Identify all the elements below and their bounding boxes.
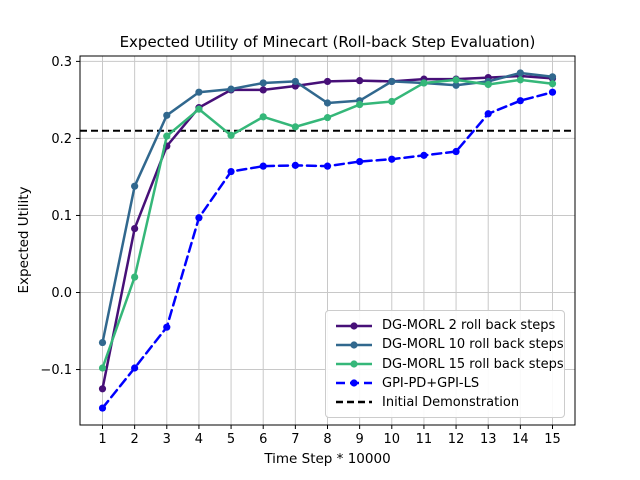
data-point-marker	[356, 157, 364, 166]
data-point-marker	[356, 77, 364, 85]
data-point-marker	[323, 77, 332, 86]
legend-swatch	[336, 401, 372, 404]
data-point-marker	[420, 151, 428, 159]
y-tick-label: 0.3	[51, 55, 72, 70]
data-point-marker	[516, 76, 524, 84]
y-axis-label: Expected Utility	[16, 186, 32, 294]
data-point-marker	[516, 69, 524, 77]
data-point-marker	[356, 100, 364, 109]
legend-item: Initial Demonstration	[334, 393, 556, 412]
data-point-marker	[163, 323, 171, 331]
y-tick-label: 0.0	[51, 286, 72, 301]
legend-item: DG-MORL 10 roll back steps	[334, 335, 564, 354]
x-tick-label: 7	[291, 432, 299, 447]
chart-title: Expected Utility of Minecart (Roll-back …	[119, 33, 536, 51]
legend-item: GPI-PD+GPI-LS	[334, 374, 556, 393]
x-tick-label: 12	[448, 432, 465, 447]
x-tick-label: 9	[356, 432, 364, 447]
data-point-marker	[163, 132, 171, 140]
data-point-marker	[227, 167, 235, 176]
data-point-marker	[323, 99, 332, 107]
x-tick-label: 1	[98, 432, 106, 447]
data-point-marker	[98, 338, 107, 347]
data-point-marker	[259, 86, 267, 94]
data-point-marker	[388, 97, 396, 106]
data-point-marker	[131, 364, 139, 372]
legend-item: DG-MORL 2 roll back steps	[334, 316, 556, 335]
data-point-marker	[548, 73, 557, 81]
data-point-marker	[131, 182, 139, 190]
legend-swatch	[336, 341, 372, 349]
y-tick-label: 0.2	[51, 132, 72, 147]
y-tick-label: 0.1	[51, 209, 72, 224]
x-tick-label: 6	[259, 432, 267, 447]
data-point-marker	[484, 110, 492, 118]
data-point-marker	[484, 80, 492, 89]
data-point-marker	[452, 76, 460, 84]
data-point-marker	[163, 111, 171, 119]
data-point-marker	[259, 162, 267, 170]
data-point-marker	[227, 131, 235, 139]
data-point-marker	[388, 77, 396, 86]
data-point-marker	[259, 113, 267, 121]
data-point-marker	[98, 385, 107, 393]
x-tick-label: 4	[195, 432, 203, 447]
data-point-marker	[291, 123, 299, 131]
legend-swatch	[336, 379, 372, 387]
data-point-marker	[452, 81, 460, 89]
x-tick-label: 5	[227, 432, 235, 447]
legend-swatch	[336, 360, 372, 368]
data-point-marker	[452, 147, 460, 156]
legend-label: Initial Demonstration	[382, 394, 520, 410]
data-point-marker	[291, 161, 299, 169]
data-point-marker	[323, 114, 332, 122]
legend-label: DG-MORL 10 roll back steps	[382, 337, 564, 353]
data-point-marker	[195, 88, 203, 96]
data-point-marker	[195, 105, 203, 113]
legend: DG-MORL 2 roll back steps DG-MORL 10 roll…	[325, 310, 565, 418]
data-point-marker	[98, 404, 107, 412]
data-point-marker	[227, 85, 235, 93]
data-point-marker	[388, 155, 396, 163]
data-point-marker	[98, 364, 107, 372]
x-axis-label: Time Step * 10000	[264, 451, 391, 467]
x-tick-label: 14	[512, 432, 529, 447]
x-tick-label: 10	[384, 432, 401, 447]
legend-swatch	[336, 321, 372, 330]
data-point-marker	[131, 224, 139, 233]
y-tick-label: −0.1	[40, 363, 72, 378]
x-tick-label: 2	[131, 432, 139, 447]
legend-item: DG-MORL 15 roll back steps	[334, 354, 564, 373]
data-point-marker	[195, 214, 203, 222]
data-point-marker	[516, 97, 524, 105]
data-point-marker	[291, 77, 299, 86]
data-point-marker	[548, 80, 557, 88]
data-point-marker	[131, 273, 139, 281]
data-point-marker	[259, 79, 267, 87]
data-point-marker	[548, 88, 557, 96]
legend-label: GPI-PD+GPI-LS	[382, 375, 480, 391]
x-tick-label: 13	[480, 432, 497, 447]
x-tick-label: 8	[323, 432, 331, 447]
x-tick-label: 3	[163, 432, 171, 447]
x-tick-label: 15	[544, 432, 561, 447]
data-point-marker	[420, 79, 428, 87]
legend-label: DG-MORL 15 roll back steps	[382, 356, 564, 372]
x-tick-label: 11	[416, 432, 433, 447]
data-point-marker	[323, 162, 332, 170]
legend-label: DG-MORL 2 roll back steps	[382, 318, 556, 334]
